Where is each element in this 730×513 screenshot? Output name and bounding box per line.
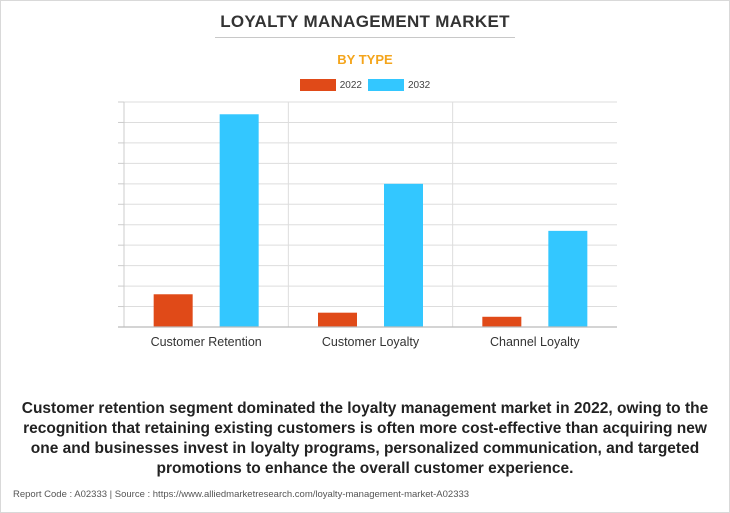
x-tick-label: Customer Loyalty [322,335,420,349]
legend-item-2022: 2022 [299,79,362,91]
legend-label-2022: 2022 [339,79,362,91]
bar-2022-customer-retention [153,294,193,327]
legend-label-2032: 2032 [408,79,431,91]
report-source-footer: Report Code : A02333 | Source : https://… [13,489,470,500]
x-tick-label: Customer Retention [151,335,262,349]
chart-subtitle: BY TYPE [337,52,393,67]
chart-legend: 2022 2032 [0,79,730,91]
bar-2032-customer-loyalty [384,183,423,327]
chart-title: LOYALTY MANAGEMENT MARKET [220,12,510,31]
bar-2022-channel-loyalty [482,316,522,327]
legend-swatch-2032 [368,79,404,91]
x-tick-label: Channel Loyalty [490,335,580,349]
bar-2022-customer-loyalty [318,312,357,327]
legend-swatch-2022 [299,79,336,91]
bar-chart: Customer Retention Customer Loyalty Channe… [118,101,617,349]
summary-text: Customer retention segment dominated the… [21,400,709,477]
bar-2032-customer-retention [219,114,259,327]
title-divider [215,37,515,38]
legend-item-2032: 2032 [368,79,430,91]
bar-2032-channel-loyalty [548,230,588,327]
